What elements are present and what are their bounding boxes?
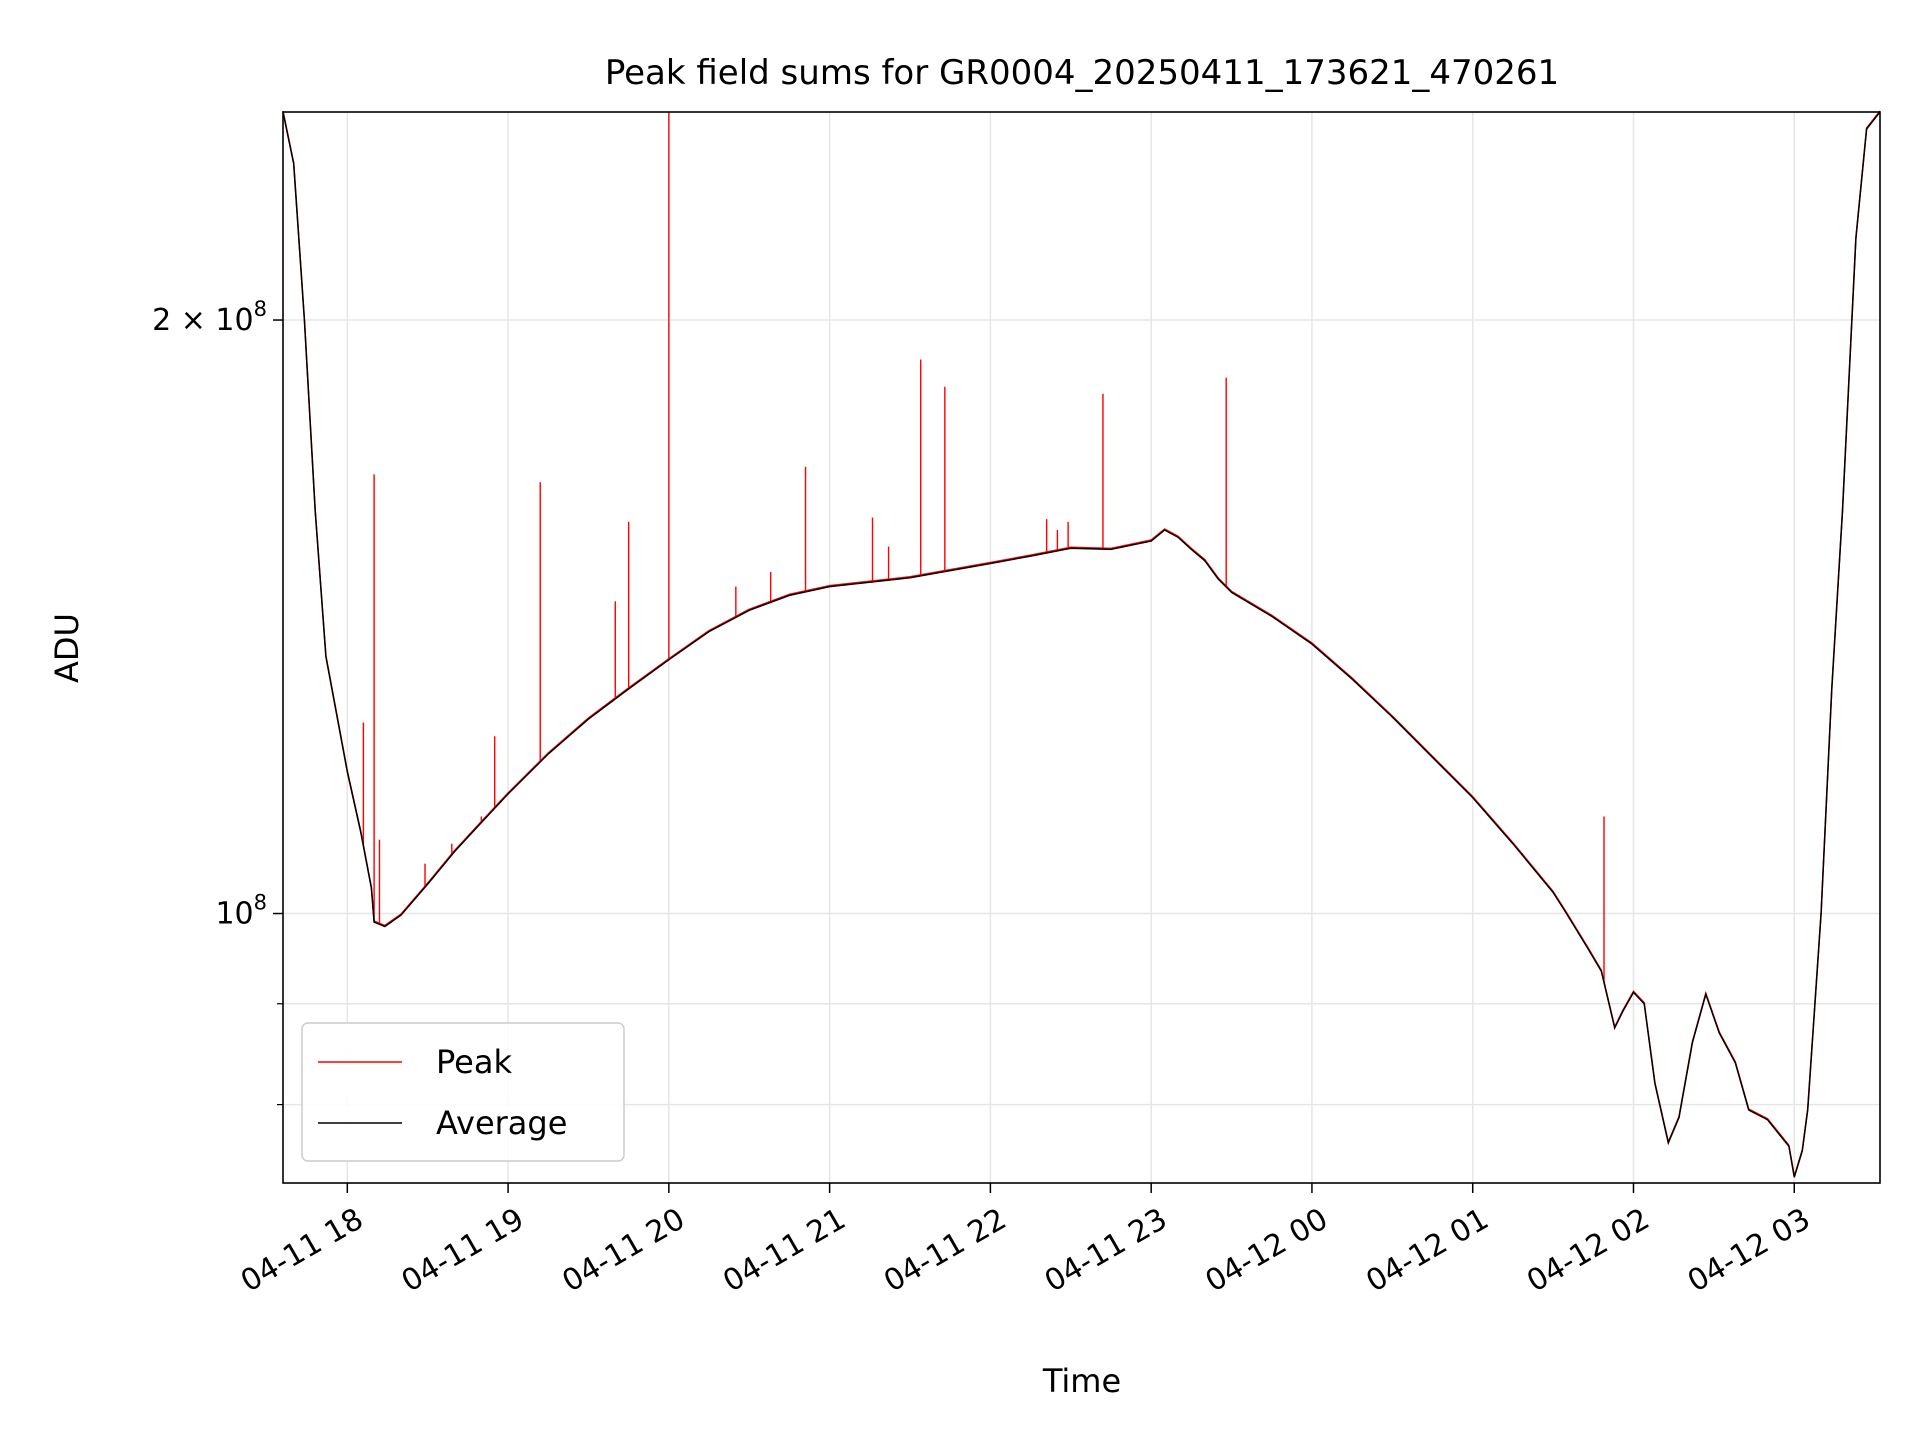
y-tick-label: 2 × 108 [152,297,267,338]
plot-lines [282,110,1881,1178]
series-line-average [282,111,1881,1178]
chart-title: Peak field sums for GR0004_20250411_1736… [605,53,1559,93]
y-axis-label: ADU [48,613,86,683]
legend: Peak Average [301,1022,625,1162]
plot-frame [282,111,1881,1184]
y-axis-ticks: 108 2 × 108 [152,297,283,1106]
legend-label-average: Average [436,1104,567,1142]
y-tick-label: 108 [215,891,267,932]
legend-box [301,1022,625,1162]
legend-label-peak: Peak [436,1043,512,1081]
x-axis-label: Time [1042,1362,1121,1400]
